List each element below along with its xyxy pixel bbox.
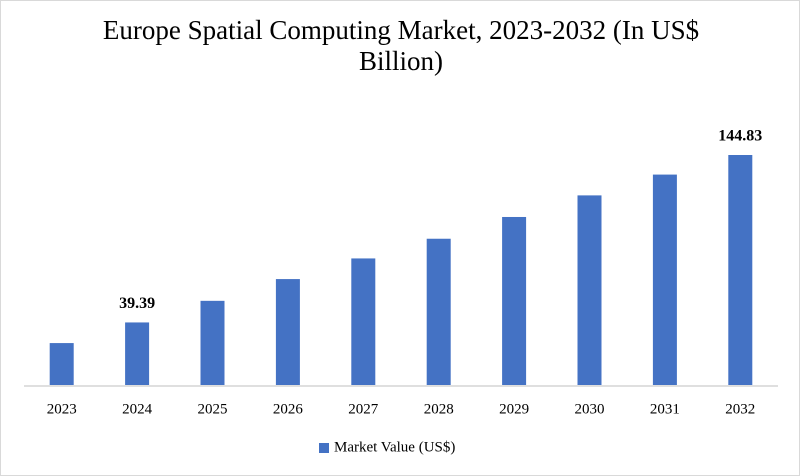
x-tick-label: 2026	[273, 401, 304, 417]
x-tick-label: 2025	[198, 401, 228, 417]
data-label: 144.83	[718, 128, 762, 145]
legend-swatch	[319, 443, 329, 453]
bar	[275, 279, 300, 385]
x-tick-label: 2032	[725, 401, 755, 417]
x-tick-label: 2029	[499, 401, 529, 417]
bar	[351, 258, 376, 385]
bar	[502, 216, 527, 385]
bar	[577, 195, 602, 385]
x-tick-label: 2027	[348, 401, 379, 417]
x-tick-label: 2028	[424, 401, 454, 417]
bar	[426, 238, 451, 385]
bar	[200, 300, 225, 385]
chart-title: Europe Spatial Computing Market, 2023-20…	[102, 15, 700, 76]
legend-label: Market Value (US$)	[334, 439, 455, 455]
bar	[49, 343, 74, 385]
x-tick-label: 2030	[575, 401, 605, 417]
x-tick-label: 2023	[47, 401, 77, 417]
data-label: 39.39	[119, 295, 155, 312]
bar	[125, 322, 150, 385]
x-tick-label: 2024	[122, 401, 153, 417]
bar	[728, 155, 753, 385]
bar	[652, 174, 677, 385]
x-tick-label: 2031	[650, 401, 680, 417]
